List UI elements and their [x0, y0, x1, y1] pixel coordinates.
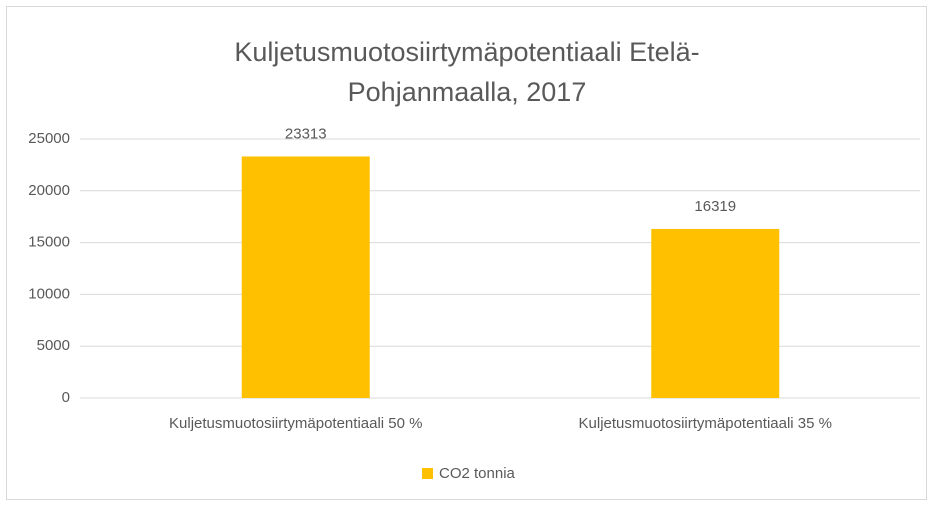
y-tick-label: 0: [62, 389, 70, 406]
y-tick-label: 5000: [37, 337, 70, 354]
y-tick-label: 10000: [28, 285, 70, 302]
data-label: 16319: [694, 198, 736, 215]
y-tick-label: 15000: [28, 234, 70, 251]
y-tick-label: 25000: [28, 130, 70, 147]
legend-label: CO2 tonnia: [439, 465, 516, 482]
x-tick-label: Kuljetusmuotosiirtymäpotentiaali 35 %: [579, 415, 832, 432]
chart-title: Kuljetusmuotosiirtymäpotentiaali Etelä-P…: [234, 37, 700, 107]
chart-frame: [6, 6, 927, 500]
bar: [651, 228, 780, 398]
data-label: 23313: [285, 125, 327, 142]
legend-swatch: [422, 468, 433, 479]
y-tick-label: 20000: [28, 182, 70, 199]
bar: [241, 156, 370, 398]
x-tick-label: Kuljetusmuotosiirtymäpotentiaali 50 %: [169, 415, 422, 432]
